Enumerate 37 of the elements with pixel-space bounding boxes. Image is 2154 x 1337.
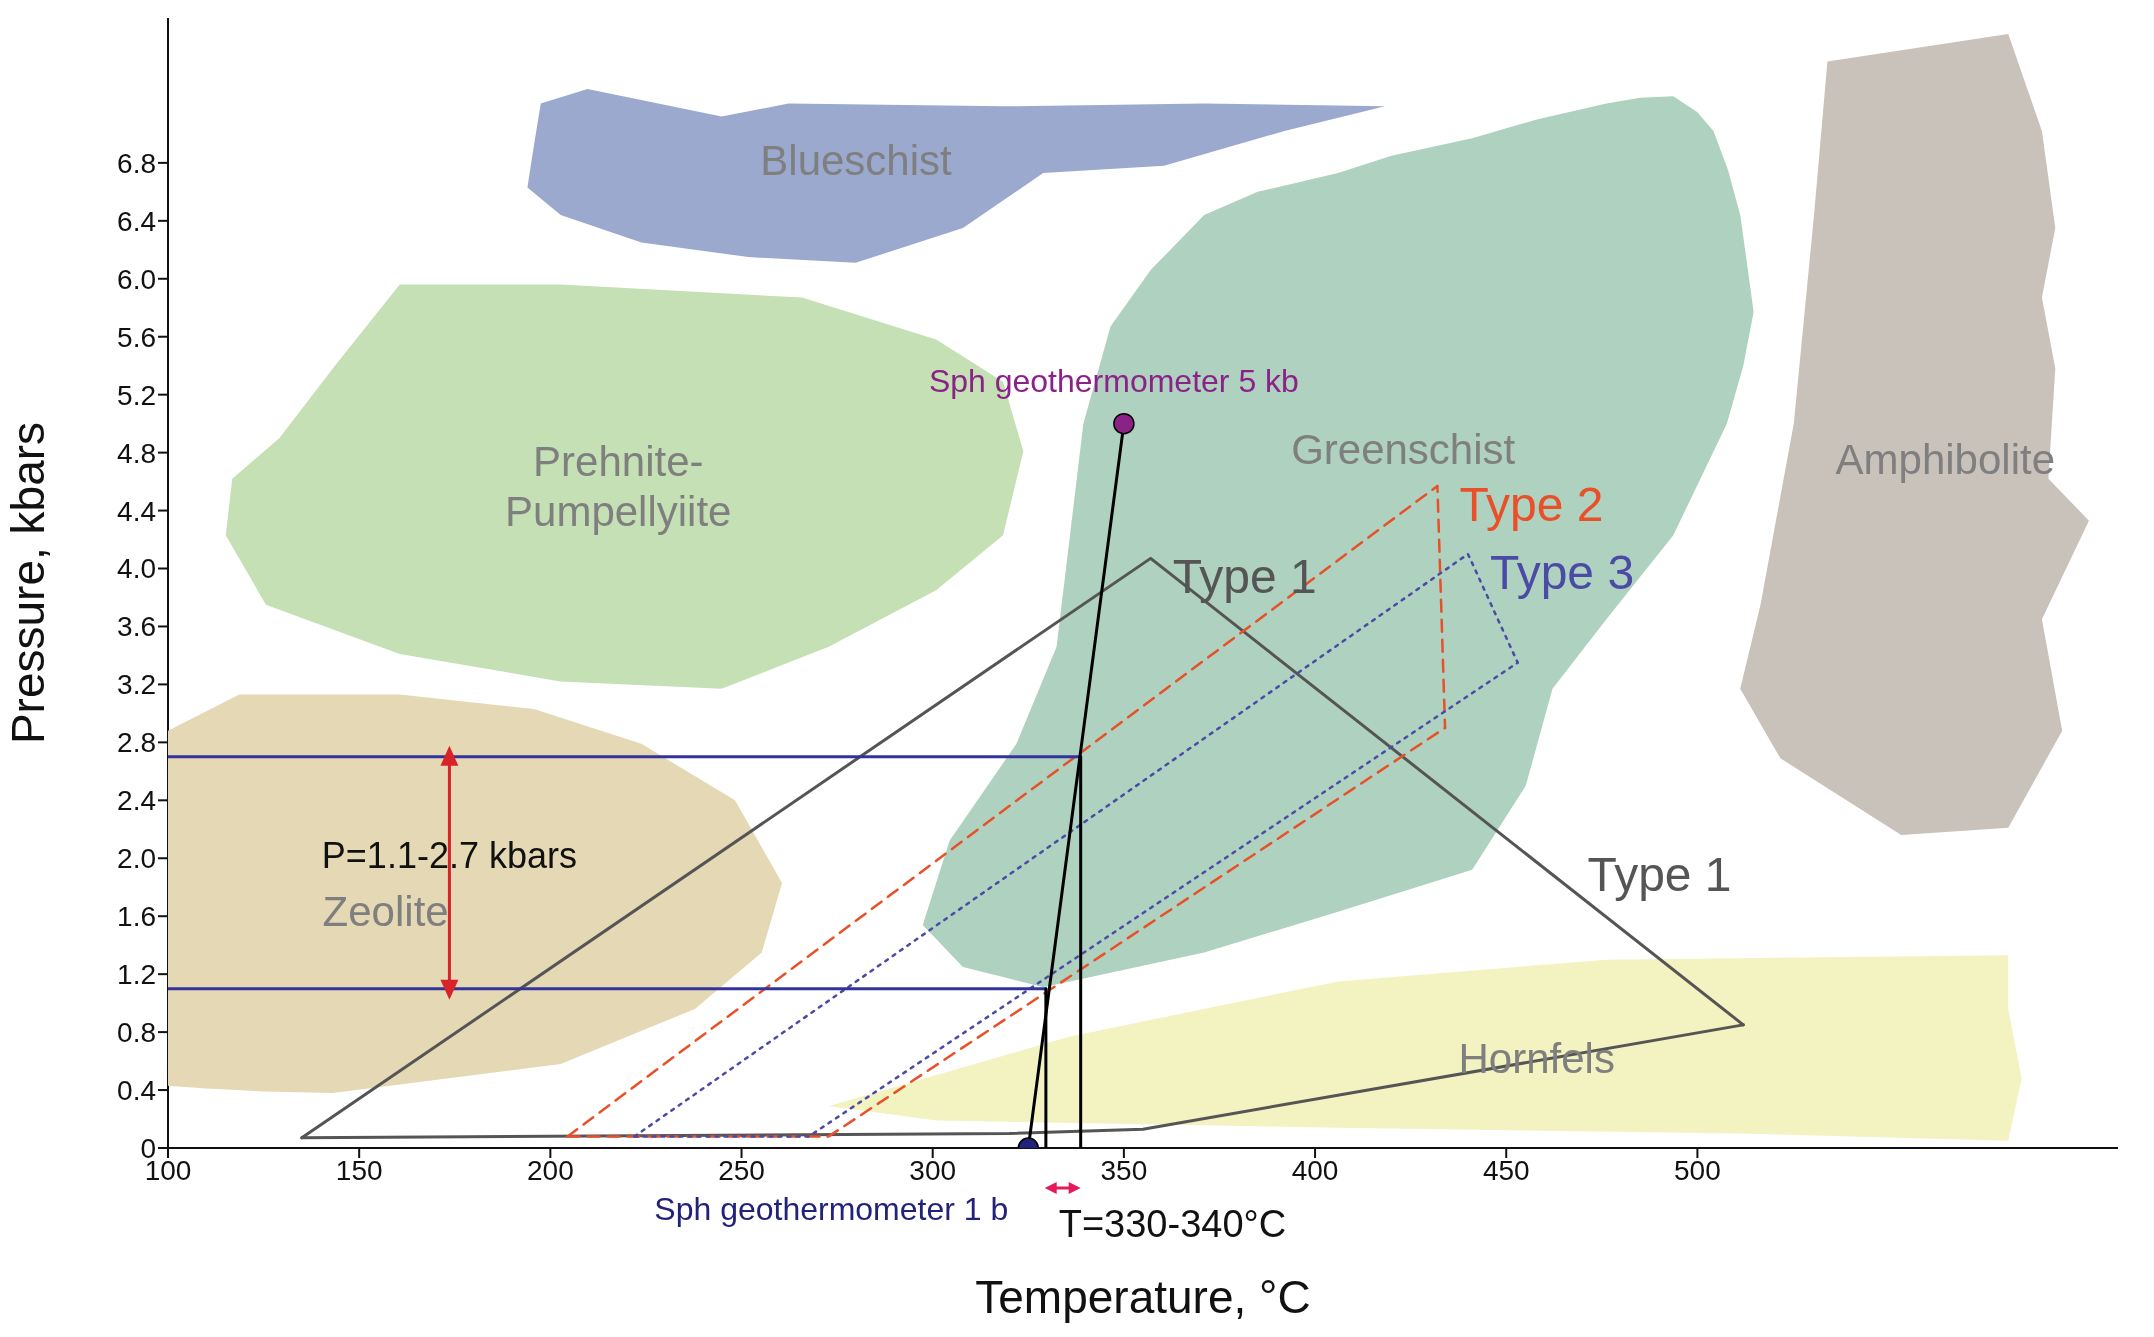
y-tick-label: 1.2	[117, 959, 156, 991]
x-tick-label: 200	[526, 1154, 574, 1186]
y-axis-title: Pressure, kbars	[2, 421, 55, 745]
y-tick-label: 1.6	[117, 901, 156, 933]
series-label: Zeolite	[322, 888, 449, 936]
y-tick-label: 4.8	[117, 437, 156, 469]
series-label: Type 2	[1459, 477, 1604, 531]
x-axis-title: Temperature, °C	[975, 1271, 1311, 1323]
x-tick-label: 250	[718, 1154, 765, 1186]
y-tick-label: 5.2	[117, 379, 156, 411]
y-tick-label: 4.0	[117, 553, 156, 585]
y-tick-label: 3.2	[117, 669, 156, 701]
annotation: T=330-340°C	[1058, 1203, 1287, 1246]
series-label: Sph geothermometer 1 b	[654, 1191, 1009, 1227]
annotation: Type 1	[1587, 848, 1732, 902]
x-tick-label: 300	[909, 1154, 957, 1186]
series-label: Prehnite-Pumpellyiite	[505, 437, 732, 535]
x-tick-label: 350	[1100, 1154, 1148, 1186]
y-tick-label: 4.4	[117, 495, 156, 527]
series-label: Type 3	[1490, 545, 1635, 599]
y-tick-label: 6.4	[117, 205, 156, 237]
x-tick-label: 450	[1482, 1154, 1530, 1186]
y-tick-label: 2.4	[117, 785, 156, 817]
series-label: Greenschist	[1291, 426, 1516, 474]
x-tick-label: 150	[335, 1154, 383, 1186]
y-tick-label: 6.8	[117, 147, 156, 179]
y-tick-label: 0.4	[117, 1074, 156, 1106]
y-tick-label: 6.0	[117, 263, 156, 295]
y-tick-label: 5.6	[117, 321, 156, 353]
y-tick-label: 3.6	[117, 611, 156, 643]
series-label: Blueschist	[760, 137, 953, 184]
y-tick-label: 2.8	[117, 727, 156, 759]
y-tick-label: 0.8	[117, 1017, 156, 1049]
series-label: Sph geothermometer 5 kb	[928, 362, 1299, 399]
y-tick-label: 2.0	[117, 843, 156, 875]
x-tick-label: 500	[1674, 1154, 1721, 1186]
x-tick-label: 400	[1291, 1154, 1339, 1186]
